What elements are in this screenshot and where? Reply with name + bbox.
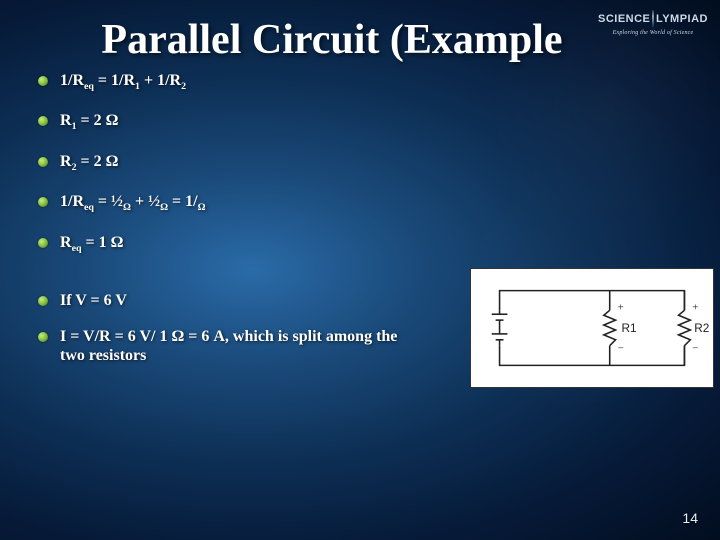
svg-text:−: − bbox=[692, 343, 698, 355]
logo-text-left: SCIENCE bbox=[598, 13, 650, 25]
globe-icon bbox=[652, 10, 654, 28]
slide: SCIENCE LYMPIAD Exploring the World of S… bbox=[0, 0, 720, 540]
logo-text-right: LYMPIAD bbox=[656, 13, 708, 25]
circuit-diagram: + − + − R1 R2 bbox=[470, 268, 714, 388]
list-item: If V = 6 V bbox=[38, 292, 402, 310]
svg-text:−: − bbox=[618, 343, 624, 355]
diagram-label-r2: R2 bbox=[694, 321, 709, 335]
list-item: R1 = 2 Ω bbox=[38, 112, 402, 130]
svg-text:+: + bbox=[618, 301, 624, 313]
diagram-label-r1: R1 bbox=[622, 321, 637, 335]
list-item: I = V/R = 6 V/ 1 Ω = 6 A, which is split… bbox=[38, 328, 402, 365]
page-title: Parallel Circuit (Example bbox=[92, 18, 572, 62]
logo-wordmark: SCIENCE LYMPIAD bbox=[598, 10, 708, 28]
logo-tagline: Exploring the World of Science bbox=[598, 30, 708, 36]
list-item: R2 = 2 Ω bbox=[38, 153, 402, 171]
bullet-list: 1/Req = 1/R1 + 1/R2 R1 = 2 Ω R2 = 2 Ω 1/Req… bbox=[32, 72, 402, 365]
list-item: 1/Req = ½Ω + ½Ω = 1/Ω bbox=[38, 193, 402, 211]
list-item: Req = 1 Ω bbox=[38, 234, 402, 252]
content-area: 1/Req = 1/R1 + 1/R2 R1 = 2 Ω R2 = 2 Ω 1/Req… bbox=[32, 72, 692, 365]
page-number: 14 bbox=[682, 510, 698, 526]
list-item: 1/Req = 1/R1 + 1/R2 bbox=[38, 72, 402, 90]
svg-text:+: + bbox=[692, 301, 698, 313]
circuit-svg: + − + − R1 R2 bbox=[471, 269, 713, 387]
logo: SCIENCE LYMPIAD Exploring the World of S… bbox=[598, 10, 708, 36]
